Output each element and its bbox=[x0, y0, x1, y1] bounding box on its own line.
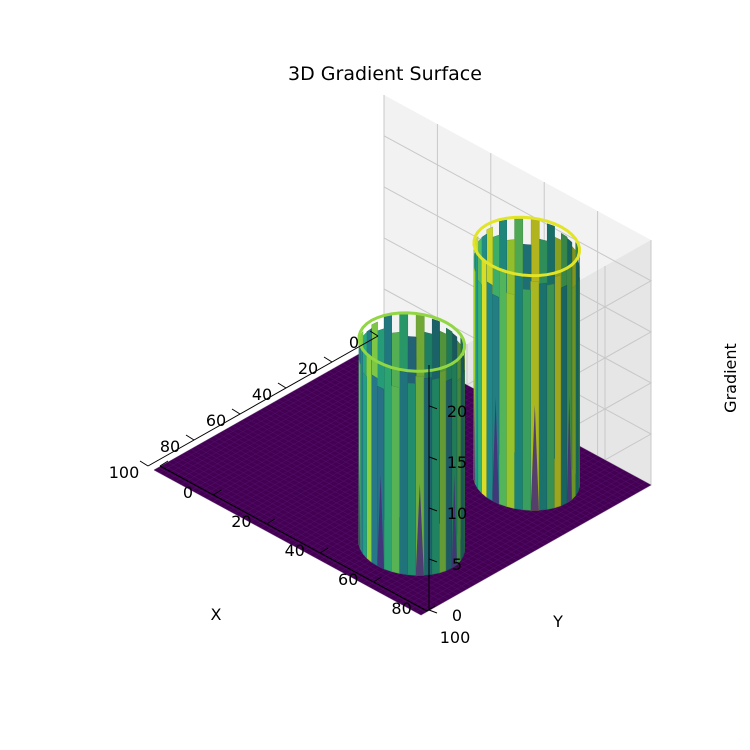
y-axis-line bbox=[159, 465, 428, 612]
ring-spike bbox=[451, 474, 457, 568]
x-tick-label: 0 bbox=[349, 333, 359, 352]
z-tick-label: 15 bbox=[447, 453, 467, 472]
y-tick-mark bbox=[159, 460, 169, 467]
ring-wall-segment bbox=[560, 284, 568, 507]
z-tick-label: 5 bbox=[452, 555, 462, 574]
ring-feature bbox=[357, 311, 467, 576]
y-tick-label: 80 bbox=[391, 599, 411, 618]
y-tick-label: 20 bbox=[231, 512, 251, 531]
y-tick-label: 100 bbox=[440, 628, 471, 647]
z-tick-mark bbox=[428, 558, 438, 563]
ring-wall-segment bbox=[486, 281, 493, 502]
x-tick-mark bbox=[369, 330, 379, 337]
ring-wall-segment bbox=[366, 353, 372, 563]
z-tick-mark bbox=[428, 507, 438, 512]
ring-wall-segment bbox=[522, 289, 531, 511]
y-tick-label: 0 bbox=[183, 483, 193, 502]
z-tick-mark bbox=[428, 609, 438, 614]
x-tick-mark bbox=[323, 356, 333, 363]
x-tick-mark bbox=[277, 382, 287, 389]
ring-wall-segment bbox=[553, 274, 562, 509]
ring-wall-segment bbox=[371, 374, 378, 567]
z-tick-label: 20 bbox=[447, 402, 467, 421]
ring-rim bbox=[472, 215, 582, 278]
ring-wall-segment bbox=[362, 371, 367, 559]
surface-mesh-line bbox=[159, 342, 390, 474]
z-tick-label: 10 bbox=[447, 504, 467, 523]
x-tick-label: 100 bbox=[109, 463, 140, 482]
ring-spike bbox=[566, 395, 572, 503]
axes: 0 20 40 60 80 100 0 20 40 60 80 100 0 5 10 15 20 bbox=[109, 330, 471, 647]
ring-wall-segment bbox=[506, 292, 515, 509]
x-tick-mark bbox=[185, 434, 195, 441]
ring-wall-segment bbox=[398, 370, 408, 576]
ring-spike bbox=[530, 404, 539, 511]
surface-mesh-line bbox=[153, 339, 385, 471]
x-tick-label: 40 bbox=[252, 385, 272, 404]
x-axis-label: X bbox=[211, 605, 222, 624]
surface-mesh-line bbox=[164, 345, 395, 477]
x-tick-mark bbox=[231, 408, 241, 415]
y-axis-label: Y bbox=[552, 612, 563, 631]
x-tick-mark bbox=[139, 460, 149, 467]
ring-wall-segment bbox=[360, 344, 364, 554]
x-axis-line bbox=[147, 335, 379, 467]
ring-spike bbox=[492, 396, 499, 504]
z-tick-mark bbox=[428, 405, 438, 410]
ring-spike bbox=[359, 455, 361, 550]
ring-spike bbox=[415, 483, 424, 576]
surface-mesh-line bbox=[394, 470, 625, 601]
z-tick-mark bbox=[428, 456, 438, 461]
ring-wall-segment bbox=[383, 364, 392, 572]
y-tick-mark bbox=[213, 489, 222, 496]
ring-wall-segment bbox=[477, 279, 482, 494]
ring-spike bbox=[474, 376, 476, 485]
ring-wall-segment bbox=[407, 382, 416, 576]
surface-mesh-line bbox=[415, 481, 646, 613]
ring-wall-segment bbox=[571, 284, 576, 501]
ring-spike bbox=[377, 475, 384, 569]
x-tick-label: 20 bbox=[298, 359, 318, 378]
y-tick-mark bbox=[266, 518, 276, 525]
surface-mesh-line bbox=[410, 478, 641, 610]
ring-feature bbox=[472, 215, 582, 511]
surface-plot bbox=[153, 215, 652, 616]
surface-mesh-line bbox=[420, 484, 652, 616]
surface-mesh-line bbox=[399, 473, 630, 604]
ring-wall-segment bbox=[391, 385, 400, 574]
z-axis-label: Gradient bbox=[721, 343, 740, 413]
chart-title: 3D Gradient Surface bbox=[288, 63, 482, 85]
ring-wall-segment bbox=[538, 282, 548, 511]
y-tick-mark bbox=[319, 547, 329, 554]
z-tick-label: 0 bbox=[452, 606, 462, 625]
ring-wall-segment bbox=[498, 269, 507, 507]
ring-wall-segment bbox=[513, 275, 523, 511]
x-tick-label: 80 bbox=[160, 437, 180, 456]
ring-wall-segment bbox=[438, 369, 447, 574]
surface-mesh-line bbox=[404, 476, 636, 607]
ring-wall-segment bbox=[546, 283, 555, 510]
ring-wall-segment bbox=[475, 248, 479, 489]
ring-wall-segment bbox=[423, 377, 433, 576]
y-tick-label: 40 bbox=[285, 541, 305, 560]
ring-wall-segment bbox=[481, 258, 487, 498]
y-tick-mark bbox=[373, 576, 382, 583]
x-tick-label: 60 bbox=[206, 411, 226, 430]
y-tick-mark bbox=[426, 605, 436, 612]
y-tick-label: 60 bbox=[338, 570, 358, 589]
surface-mesh-line bbox=[388, 467, 620, 598]
